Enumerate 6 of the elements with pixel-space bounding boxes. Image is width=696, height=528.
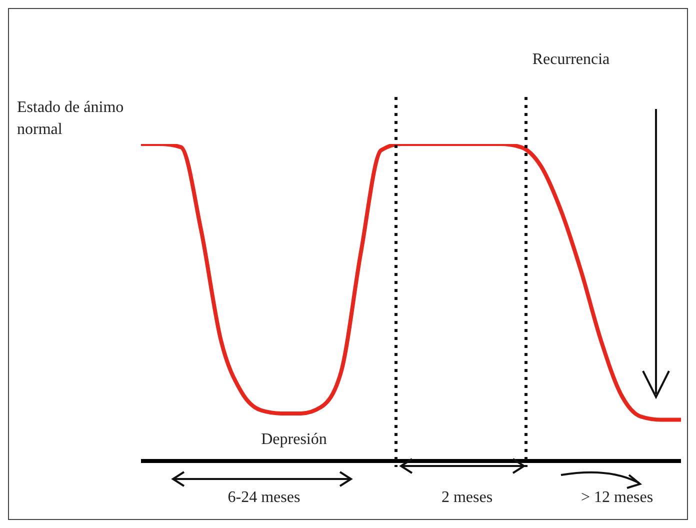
annotation: Depresión (260, 430, 328, 450)
text: 6-24 meses (226, 488, 302, 508)
text: Estado de ánimo normal (17, 98, 125, 140)
text: > 12 meses (580, 488, 654, 508)
text: 2 meses (440, 488, 494, 508)
text: Recurrencia (531, 50, 611, 70)
